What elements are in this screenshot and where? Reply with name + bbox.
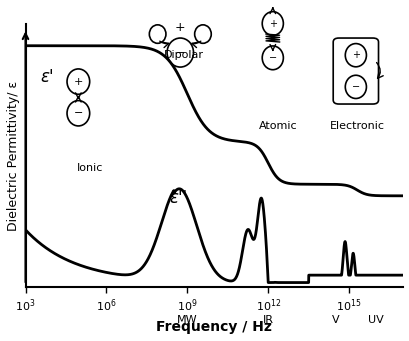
Text: Atomic: Atomic bbox=[258, 121, 297, 131]
Text: Electronic: Electronic bbox=[329, 121, 384, 131]
X-axis label: Frequency / Hz: Frequency / Hz bbox=[156, 320, 272, 334]
Text: IR: IR bbox=[262, 315, 273, 325]
Text: −: − bbox=[175, 47, 184, 58]
FancyBboxPatch shape bbox=[333, 38, 378, 104]
Text: +: + bbox=[268, 18, 276, 29]
Text: ε'': ε'' bbox=[169, 189, 187, 207]
Y-axis label: Dielectric Permittivity/ ε: Dielectric Permittivity/ ε bbox=[7, 80, 20, 231]
Text: +: + bbox=[175, 21, 185, 34]
Text: UV: UV bbox=[367, 315, 383, 325]
Text: V: V bbox=[331, 315, 339, 325]
Text: Dipolar: Dipolar bbox=[164, 50, 204, 60]
Text: MW: MW bbox=[177, 315, 197, 325]
Text: −: − bbox=[268, 53, 276, 63]
Text: Ionic: Ionic bbox=[76, 163, 103, 173]
Text: −: − bbox=[351, 82, 359, 92]
Text: +: + bbox=[74, 77, 83, 87]
Text: +: + bbox=[351, 50, 359, 60]
Text: ε': ε' bbox=[40, 68, 54, 86]
Text: −: − bbox=[74, 108, 83, 118]
